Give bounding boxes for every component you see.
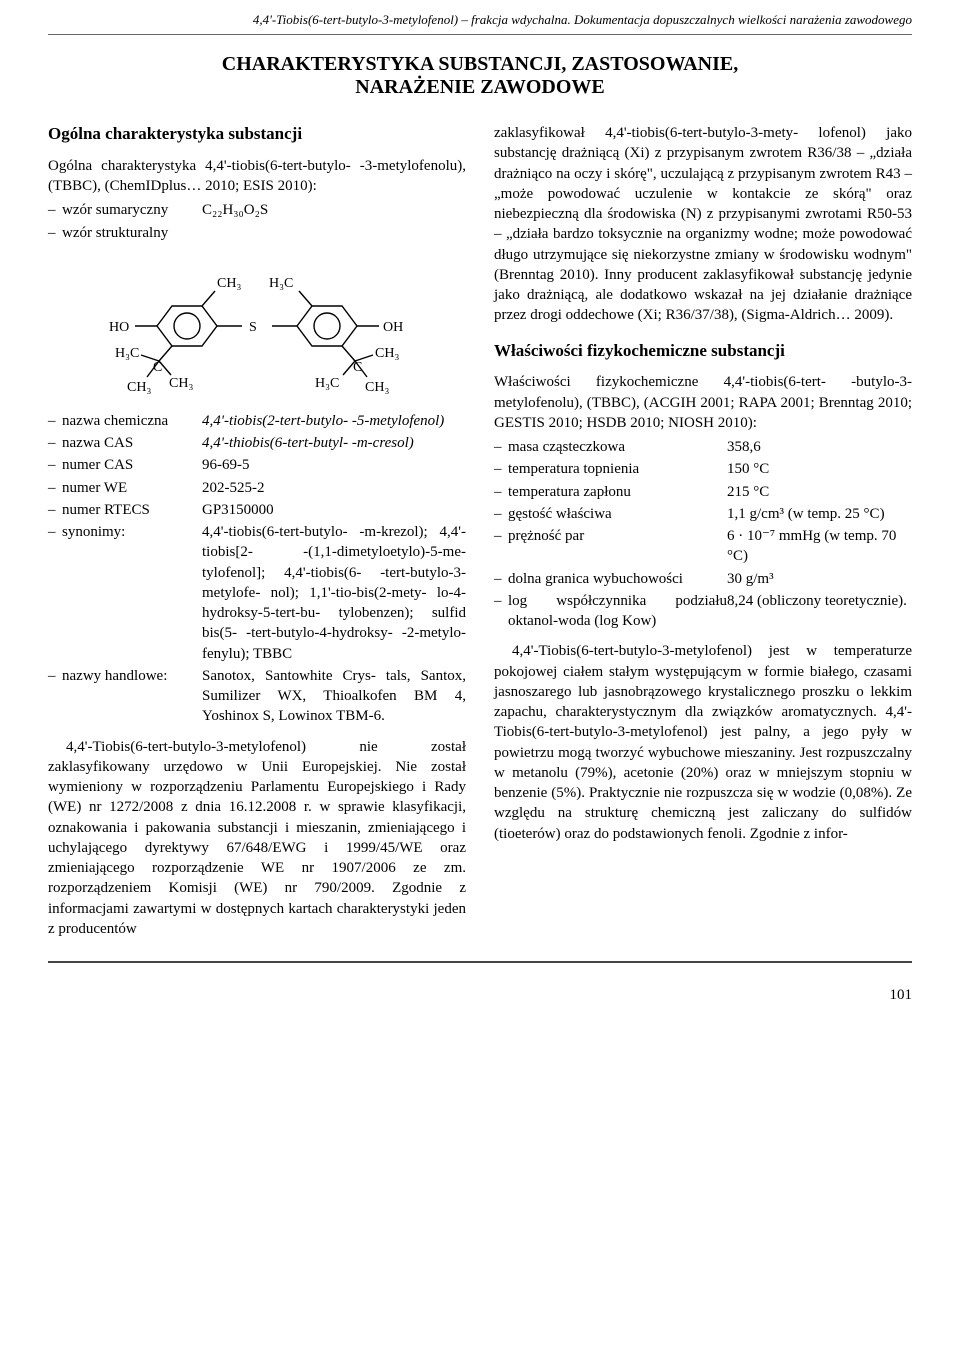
- chem-H3C: H₃C: [269, 276, 293, 291]
- label-synonimy: synonimy:: [62, 522, 202, 664]
- label-masa: masa cząsteczkowa: [508, 437, 727, 457]
- right-column: zaklasyfikował 4,4'-tiobis(6-tert-butylo…: [494, 123, 912, 943]
- dash: –: [48, 411, 62, 431]
- val-wzor-sum: C₂₂H₃₀O₂S: [202, 200, 466, 220]
- chem-CH3: CH₃: [217, 276, 241, 291]
- val-numer-rtecs: GP3150000: [202, 500, 466, 520]
- row-temp-top: – temperatura topnienia 150 °C: [494, 459, 912, 479]
- val-nazwy-handlowe: Sanotox, Santowhite Crys- tals, Santox, …: [202, 666, 466, 727]
- row-nazwa-chem: – nazwa chemiczna 4,4'-tiobis(2-tert-but…: [48, 411, 466, 431]
- label-dolna: dolna granica wybuchowości: [508, 569, 727, 589]
- chem-S: S: [249, 320, 257, 335]
- row-wzor-str: – wzór strukturalny: [48, 223, 466, 243]
- right-p2: Właściwości fizykochemiczne 4,4'-tiobis(…: [494, 372, 912, 433]
- chem-H3C: H₃C: [115, 346, 139, 361]
- dash: –: [494, 591, 508, 632]
- chem-H3C: H₃C: [315, 376, 339, 391]
- val-gestosc: 1,1 g/cm³ (w temp. 25 °C): [727, 504, 912, 524]
- label-log-kow: log współczynnika podziału oktanol-woda …: [508, 591, 727, 632]
- running-header: 4,4'-Tiobis(6-tert-butylo-3-metylofenol)…: [0, 0, 960, 34]
- dash: –: [48, 455, 62, 475]
- row-numer-rtecs: – numer RTECS GP3150000: [48, 500, 466, 520]
- val-synonimy: 4,4'-tiobis(6-tert-butylo- -m-krezol); 4…: [202, 522, 466, 664]
- val-numer-cas: 96-69-5: [202, 455, 466, 475]
- dash: –: [494, 569, 508, 589]
- val-log-kow: 8,24 (obliczony teoretycznie).: [727, 591, 912, 632]
- dash: –: [48, 666, 62, 727]
- row-synonimy: – synonimy: 4,4'-tiobis(6-tert-butylo- -…: [48, 522, 466, 664]
- section-title-line1: CHARAKTERYSTYKA SUBSTANCJI, ZASTOSOWANIE…: [222, 53, 738, 75]
- dash: –: [494, 504, 508, 524]
- right-subhead: Właściwości fizykochemiczne substancji: [494, 340, 912, 363]
- val-dolna: 30 g/m³: [727, 569, 912, 589]
- label-wzor-str: wzór strukturalny: [62, 223, 466, 243]
- chem-CH3: CH₃: [375, 346, 399, 361]
- chem-CH3: CH₃: [169, 376, 193, 391]
- val-preznosc: 6 · 10⁻⁷ mmHg (w temp. 70 °C): [727, 526, 912, 567]
- label-temp-top: temperatura topnienia: [508, 459, 727, 479]
- val-nazwa-chem: 4,4'-tiobis(2-tert-butylo- -5-metylofeno…: [202, 411, 466, 431]
- chem-OH: OH: [383, 320, 403, 335]
- val-numer-we: 202-525-2: [202, 478, 466, 498]
- row-dolna: – dolna granica wybuchowości 30 g/m³: [494, 569, 912, 589]
- dash: –: [48, 478, 62, 498]
- two-column-body: Ogólna charakterystyka substancji Ogólna…: [0, 123, 960, 961]
- chem-HO: HO: [109, 320, 129, 335]
- row-nazwa-cas: – nazwa CAS 4,4'-thiobis(6-tert-butyl- -…: [48, 433, 466, 453]
- chem-C: C: [153, 360, 162, 375]
- row-wzor-sum: – wzór sumaryczny C₂₂H₃₀O₂S: [48, 200, 466, 220]
- val-nazwa-cas: 4,4'-thiobis(6-tert-butyl- -m-cresol): [202, 433, 466, 453]
- page-number: 101: [0, 963, 960, 1016]
- left-p2: 4,4'-Tiobis(6-tert-butylo-3-metylofenol)…: [48, 737, 466, 940]
- label-nazwy-handlowe: nazwy handlowe:: [62, 666, 202, 727]
- label-preznosc: prężność par: [508, 526, 727, 567]
- right-p1: zaklasyfikował 4,4'-tiobis(6-tert-butylo…: [494, 123, 912, 326]
- chem-CH3: CH₃: [127, 380, 151, 395]
- val-temp-zap: 215 °C: [727, 482, 912, 502]
- left-subhead: Ogólna charakterystyka substancji: [48, 123, 466, 146]
- label-nazwa-chem: nazwa chemiczna: [62, 411, 202, 431]
- dash: –: [494, 482, 508, 502]
- section-title-line2: NARAŻENIE ZAWODOWE: [355, 76, 604, 98]
- val-masa: 358,6: [727, 437, 912, 457]
- row-log-kow: – log współczynnika podziału oktanol-wod…: [494, 591, 912, 632]
- row-temp-zap: – temperatura zapłonu 215 °C: [494, 482, 912, 502]
- label-nazwa-cas: nazwa CAS: [62, 433, 202, 453]
- row-numer-we: – numer WE 202-525-2: [48, 478, 466, 498]
- label-gestosc: gęstość właściwa: [508, 504, 727, 524]
- dash: –: [494, 437, 508, 457]
- dash: –: [494, 459, 508, 479]
- dash: –: [494, 526, 508, 567]
- dash: –: [48, 433, 62, 453]
- dash: –: [48, 522, 62, 664]
- dash: –: [48, 200, 62, 220]
- right-p3: 4,4'-Tiobis(6-tert-butylo-3-metylofenol)…: [494, 641, 912, 844]
- label-numer-cas: numer CAS: [62, 455, 202, 475]
- label-numer-rtecs: numer RTECS: [62, 500, 202, 520]
- row-preznosc: – prężność par 6 · 10⁻⁷ mmHg (w temp. 70…: [494, 526, 912, 567]
- label-wzor-sum: wzór sumaryczny: [62, 200, 202, 220]
- dash: –: [48, 223, 62, 243]
- row-masa: – masa cząsteczkowa 358,6: [494, 437, 912, 457]
- row-nazwy-handlowe: – nazwy handlowe: Sanotox, Santowhite Cr…: [48, 666, 466, 727]
- row-gestosc: – gęstość właściwa 1,1 g/cm³ (w temp. 25…: [494, 504, 912, 524]
- left-column: Ogólna charakterystyka substancji Ogólna…: [48, 123, 466, 943]
- chem-CH3: CH₃: [365, 380, 389, 395]
- left-p1: Ogólna charakterystyka 4,4'-tiobis(6-ter…: [48, 156, 466, 197]
- section-title: CHARAKTERYSTYKA SUBSTANCJI, ZASTOSOWANIE…: [0, 35, 960, 123]
- dash: –: [48, 500, 62, 520]
- val-temp-top: 150 °C: [727, 459, 912, 479]
- label-numer-we: numer WE: [62, 478, 202, 498]
- row-numer-cas: – numer CAS 96-69-5: [48, 455, 466, 475]
- label-temp-zap: temperatura zapłonu: [508, 482, 727, 502]
- chem-C: C: [353, 360, 362, 375]
- chemical-structure-diagram: S HO OH CH₃ H₃C C C H₃C CH₃ CH₃ CH₃ H₃C …: [97, 251, 417, 401]
